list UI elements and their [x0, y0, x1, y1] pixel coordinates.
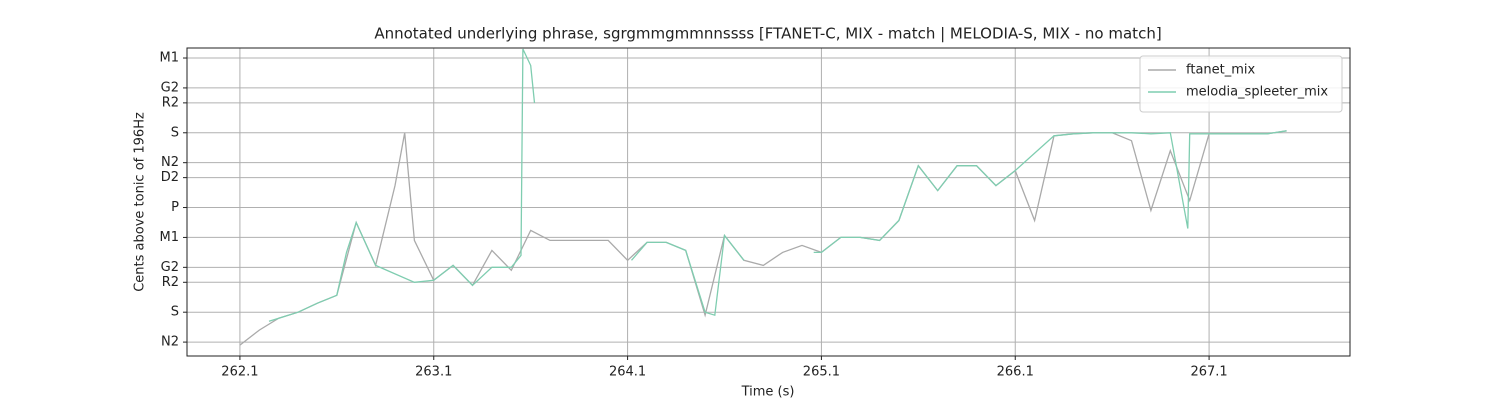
x-tick-label: 263.1	[415, 365, 452, 380]
y-tick-label: S	[171, 305, 179, 320]
y-tick-label: P	[171, 200, 179, 215]
y-tick-label: G2	[161, 260, 179, 275]
chart-title: Annotated underlying phrase, sgrgmmgmmnn…	[374, 25, 1161, 43]
x-tick-label: 265.1	[803, 365, 840, 380]
x-tick-label: 262.1	[221, 365, 258, 380]
y-tick-label: S	[171, 125, 179, 140]
y-tick-label: N2	[161, 335, 179, 350]
x-tick-label: 264.1	[609, 365, 646, 380]
y-tick-label: G2	[161, 80, 179, 95]
y-tick-label: D2	[161, 170, 179, 185]
legend-label: melodia_spleeter_mix	[1186, 85, 1328, 100]
y-axis-label: Cents above tonic of 196Hz	[133, 112, 148, 292]
y-tick-label: R2	[162, 275, 179, 290]
line-series	[268, 48, 1287, 322]
legend-box	[1139, 55, 1343, 113]
y-tick-label: N2	[161, 155, 179, 170]
y-tick-label: M1	[160, 51, 180, 66]
x-tick-label: 267.1	[1190, 365, 1227, 380]
y-tick-label: M1	[160, 230, 180, 245]
x-axis-label: Time (s)	[741, 385, 795, 400]
y-tick-label: R2	[162, 95, 179, 110]
legend-label: ftanet_mix	[1186, 63, 1256, 78]
plot-frame	[186, 47, 1351, 357]
x-tick-label: 266.1	[997, 365, 1034, 380]
